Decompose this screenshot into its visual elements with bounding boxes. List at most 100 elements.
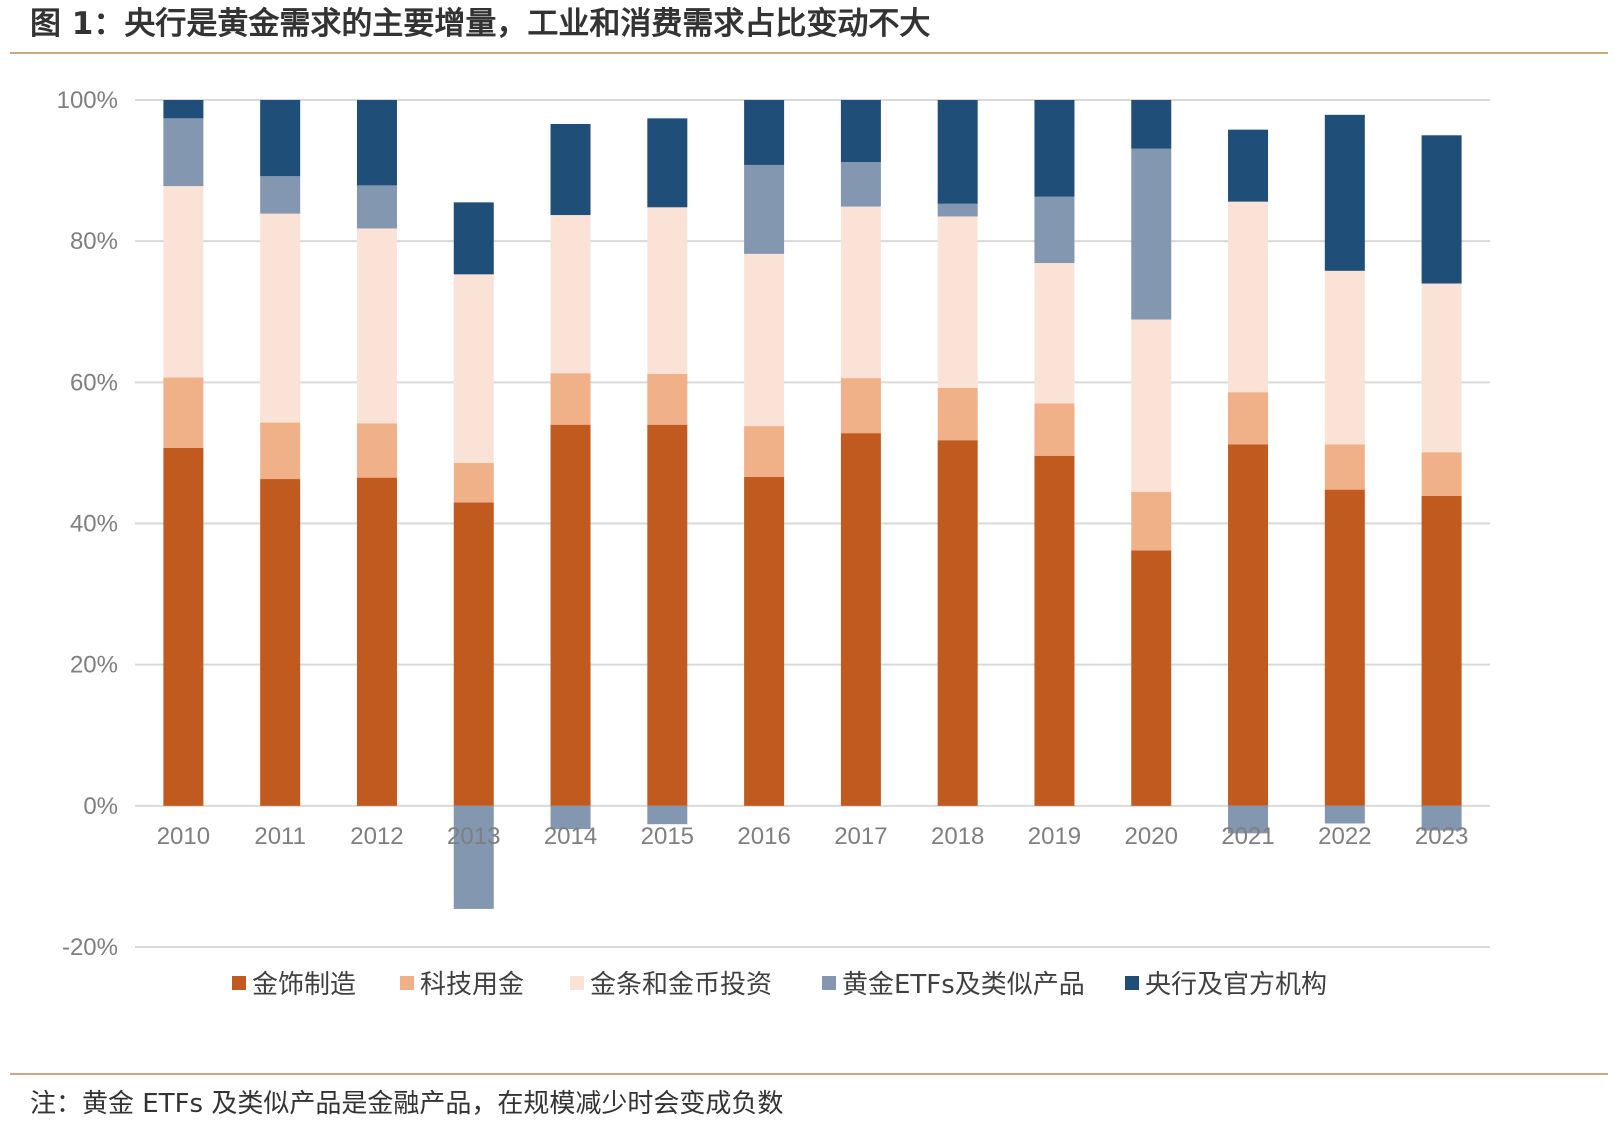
bar-segment: 金条和金币投资 2015: 23.6%: [647, 207, 688, 374]
x-tick-label: 2019: [1028, 823, 1081, 850]
bar-segment: 科技用金 2023: 6.2%: [1421, 452, 1462, 496]
legend-swatch: [1125, 976, 1139, 990]
bar-segment: 央行及官方机构 2015: 12.6%: [647, 118, 688, 208]
bar-segment: 黄金ETFs及类似产品 2018: 1.8%: [937, 203, 978, 217]
bar-segment: 科技用金 2020: 8.3%: [1131, 491, 1172, 551]
x-tick-label: 2011: [254, 823, 306, 850]
legend-label: 科技用金: [420, 970, 524, 1000]
bar-segment: 金饰制造 2013: 43%: [453, 502, 494, 806]
bar-segment: 央行及官方机构 2019: 13.7%: [1034, 100, 1075, 197]
bar-segment: 科技用金 2021: 7.4%: [1228, 392, 1269, 445]
y-tick-label: -20%: [62, 934, 118, 961]
bars: 金饰制造 2010: 50.7%科技用金 2010: 10%金条和金币投资 20…: [163, 100, 1462, 909]
bar-segment: 科技用金 2014: 7.3%: [550, 373, 591, 425]
x-tick-label: 2020: [1125, 823, 1178, 850]
y-tick-label: 60%: [70, 369, 118, 396]
x-tick-label: 2016: [737, 823, 790, 850]
bar-segment: 金饰制造 2018: 51.8%: [937, 440, 978, 806]
bar-segment: 金饰制造 2015: 54%: [647, 424, 688, 806]
bar-segment: 黄金ETFs及类似产品 2016: 12.6%: [744, 164, 785, 254]
x-tick-label: 2023: [1415, 823, 1468, 850]
x-tick-label: 2015: [641, 823, 694, 850]
bar-segment: 金条和金币投资 2011: 29.6%: [260, 213, 301, 423]
bar-segment: 金饰制造 2017: 52.8%: [840, 433, 881, 806]
footnote: 注：黄金 ETFs 及类似产品是金融产品，在规模减少时会变成负数: [30, 1089, 784, 1119]
bar-segment: 黄金ETFs及类似产品 2014: -3.3%: [550, 805, 591, 830]
y-tick-label: 100%: [57, 87, 118, 114]
bar-segment: 科技用金 2012: 7.7%: [356, 423, 397, 478]
bar-segment: 黄金ETFs及类似产品 2010: 9.6%: [163, 118, 204, 187]
y-tick-label: 0%: [83, 793, 118, 820]
bar-segment: 黄金ETFs及类似产品 2012: 6.1%: [356, 185, 397, 229]
bar-segment: 科技用金 2022: 6.4%: [1324, 444, 1365, 490]
bar-segment: 金条和金币投资 2010: 27.1%: [163, 186, 204, 378]
bar-segment: 央行及官方机构 2018: 14.7%: [937, 100, 978, 204]
bar-segment: 金条和金币投资 2023: 23.9%: [1421, 283, 1462, 453]
x-tick-label: 2013: [447, 823, 500, 850]
legend-label: 央行及官方机构: [1145, 970, 1327, 1000]
bar-segment: 金条和金币投资 2017: 24.3%: [840, 206, 881, 379]
bar-segment: 央行及官方机构 2014: 12.9%: [550, 123, 591, 216]
bar-segment: 金饰制造 2021: 51.2%: [1228, 444, 1269, 806]
title-divider: [10, 52, 1608, 54]
x-tick-label: 2022: [1318, 823, 1371, 850]
bar-segment: 央行及官方机构 2021: 10.2%: [1228, 129, 1269, 202]
bar-segment: 金条和金币投资 2013: 26.7%: [453, 274, 494, 463]
bar-segment: 央行及官方机构 2013: 10.2%: [453, 202, 494, 275]
bar-segment: 金饰制造 2019: 49.6%: [1034, 455, 1075, 806]
legend-item: 黄金ETFs及类似产品: [822, 970, 1085, 1000]
bar-segment: 科技用金 2017: 7.8%: [840, 378, 881, 434]
bar-segment: 黄金ETFs及类似产品 2020: 24.2%: [1131, 148, 1172, 320]
bar-segment: 金饰制造 2010: 50.7%: [163, 447, 204, 806]
bar-segment: 金条和金币投资 2022: 24.6%: [1324, 270, 1365, 445]
bar-segment: 央行及官方机构 2022: 22.1%: [1324, 114, 1365, 271]
bar-segment: 金条和金币投资 2019: 19.9%: [1034, 263, 1075, 404]
legend-label: 金饰制造: [252, 970, 356, 1000]
bar-segment: 黄金ETFs及类似产品 2023: -3.5%: [1421, 805, 1462, 831]
y-tick-label: 80%: [70, 228, 118, 255]
legend-label: 黄金ETFs及类似产品: [842, 970, 1085, 1000]
bar-segment: 黄金ETFs及类似产品 2011: 5.3%: [260, 176, 301, 214]
stacked-bar-chart: 金饰制造 2010: 50.7%科技用金 2010: 10%金条和金币投资 20…: [57, 87, 1490, 1000]
y-tick-label: 20%: [70, 652, 118, 679]
page-title: 图 1：央行是黄金需求的主要增量，工业和消费需求占比变动不大: [30, 6, 931, 42]
bar-segment: 科技用金 2019: 7.4%: [1034, 403, 1075, 456]
bar-segment: 金饰制造 2020: 36.2%: [1131, 550, 1172, 806]
legend-swatch: [822, 976, 836, 990]
x-tick-label: 2012: [350, 823, 403, 850]
gridlines: [135, 99, 1490, 948]
bar-segment: 黄金ETFs及类似产品 2015: -2.6%: [647, 805, 688, 825]
bar-segment: 金条和金币投资 2012: 27.6%: [356, 228, 397, 424]
bar-segment: 金条和金币投资 2014: 22.4%: [550, 215, 591, 374]
legend-item: 科技用金: [400, 970, 524, 1000]
x-tick-label: 2010: [157, 823, 210, 850]
legend-swatch: [232, 976, 246, 990]
legend-swatch: [570, 976, 584, 990]
bar-segment: 金条和金币投资 2018: 24.3%: [937, 216, 978, 388]
x-tick-label: 2018: [931, 823, 984, 850]
bar-segment: 黄金ETFs及类似产品 2021: -3.9%: [1228, 805, 1269, 834]
bar-segment: 科技用金 2018: 7.4%: [937, 387, 978, 441]
legend-item: 金条和金币投资: [570, 970, 772, 1000]
x-axis-ticks: 2010 2011 2012 2013 2014 2015 2016 2017 2018 2019…: [157, 823, 1469, 850]
bar-segment: 央行及官方机构 2011: 10.8%: [260, 100, 301, 177]
bar-segment: 黄金ETFs及类似产品 2022: -2.5%: [1324, 805, 1365, 824]
legend: 金饰制造 科技用金 金条和金币投资 黄金ETFs及类似产品 央行及官方机构: [232, 970, 1327, 1000]
legend-item: 央行及官方机构: [1125, 970, 1327, 1000]
bar-segment: 科技用金 2011: 8%: [260, 422, 301, 480]
bar-segment: 金条和金币投资 2021: 27%: [1228, 201, 1269, 393]
bar-segment: 金饰制造 2014: 54%: [550, 424, 591, 806]
bar-segment: 科技用金 2015: 7.2%: [647, 373, 688, 425]
bar-segment: 央行及官方机构 2016: 9.2%: [744, 100, 785, 165]
bar-segment: 科技用金 2010: 10%: [163, 377, 204, 448]
bar-segment: 金条和金币投资 2020: 24.4%: [1131, 319, 1172, 492]
bar-segment: 金条和金币投资 2016: 24.4%: [744, 253, 785, 427]
x-tick-label: 2021: [1221, 823, 1274, 850]
legend-swatch: [400, 976, 414, 990]
note-divider: [10, 1073, 1608, 1075]
bar-segment: 黄金ETFs及类似产品 2013: -14.6%: [453, 805, 494, 909]
bar-segment: 科技用金 2016: 7.2%: [744, 426, 785, 477]
bar-segment: 金饰制造 2016: 46.6%: [744, 476, 785, 806]
bar-segment: 黄金ETFs及类似产品 2017: 6.3%: [840, 162, 881, 207]
bar-segment: 央行及官方机构 2012: 12.1%: [356, 100, 397, 186]
